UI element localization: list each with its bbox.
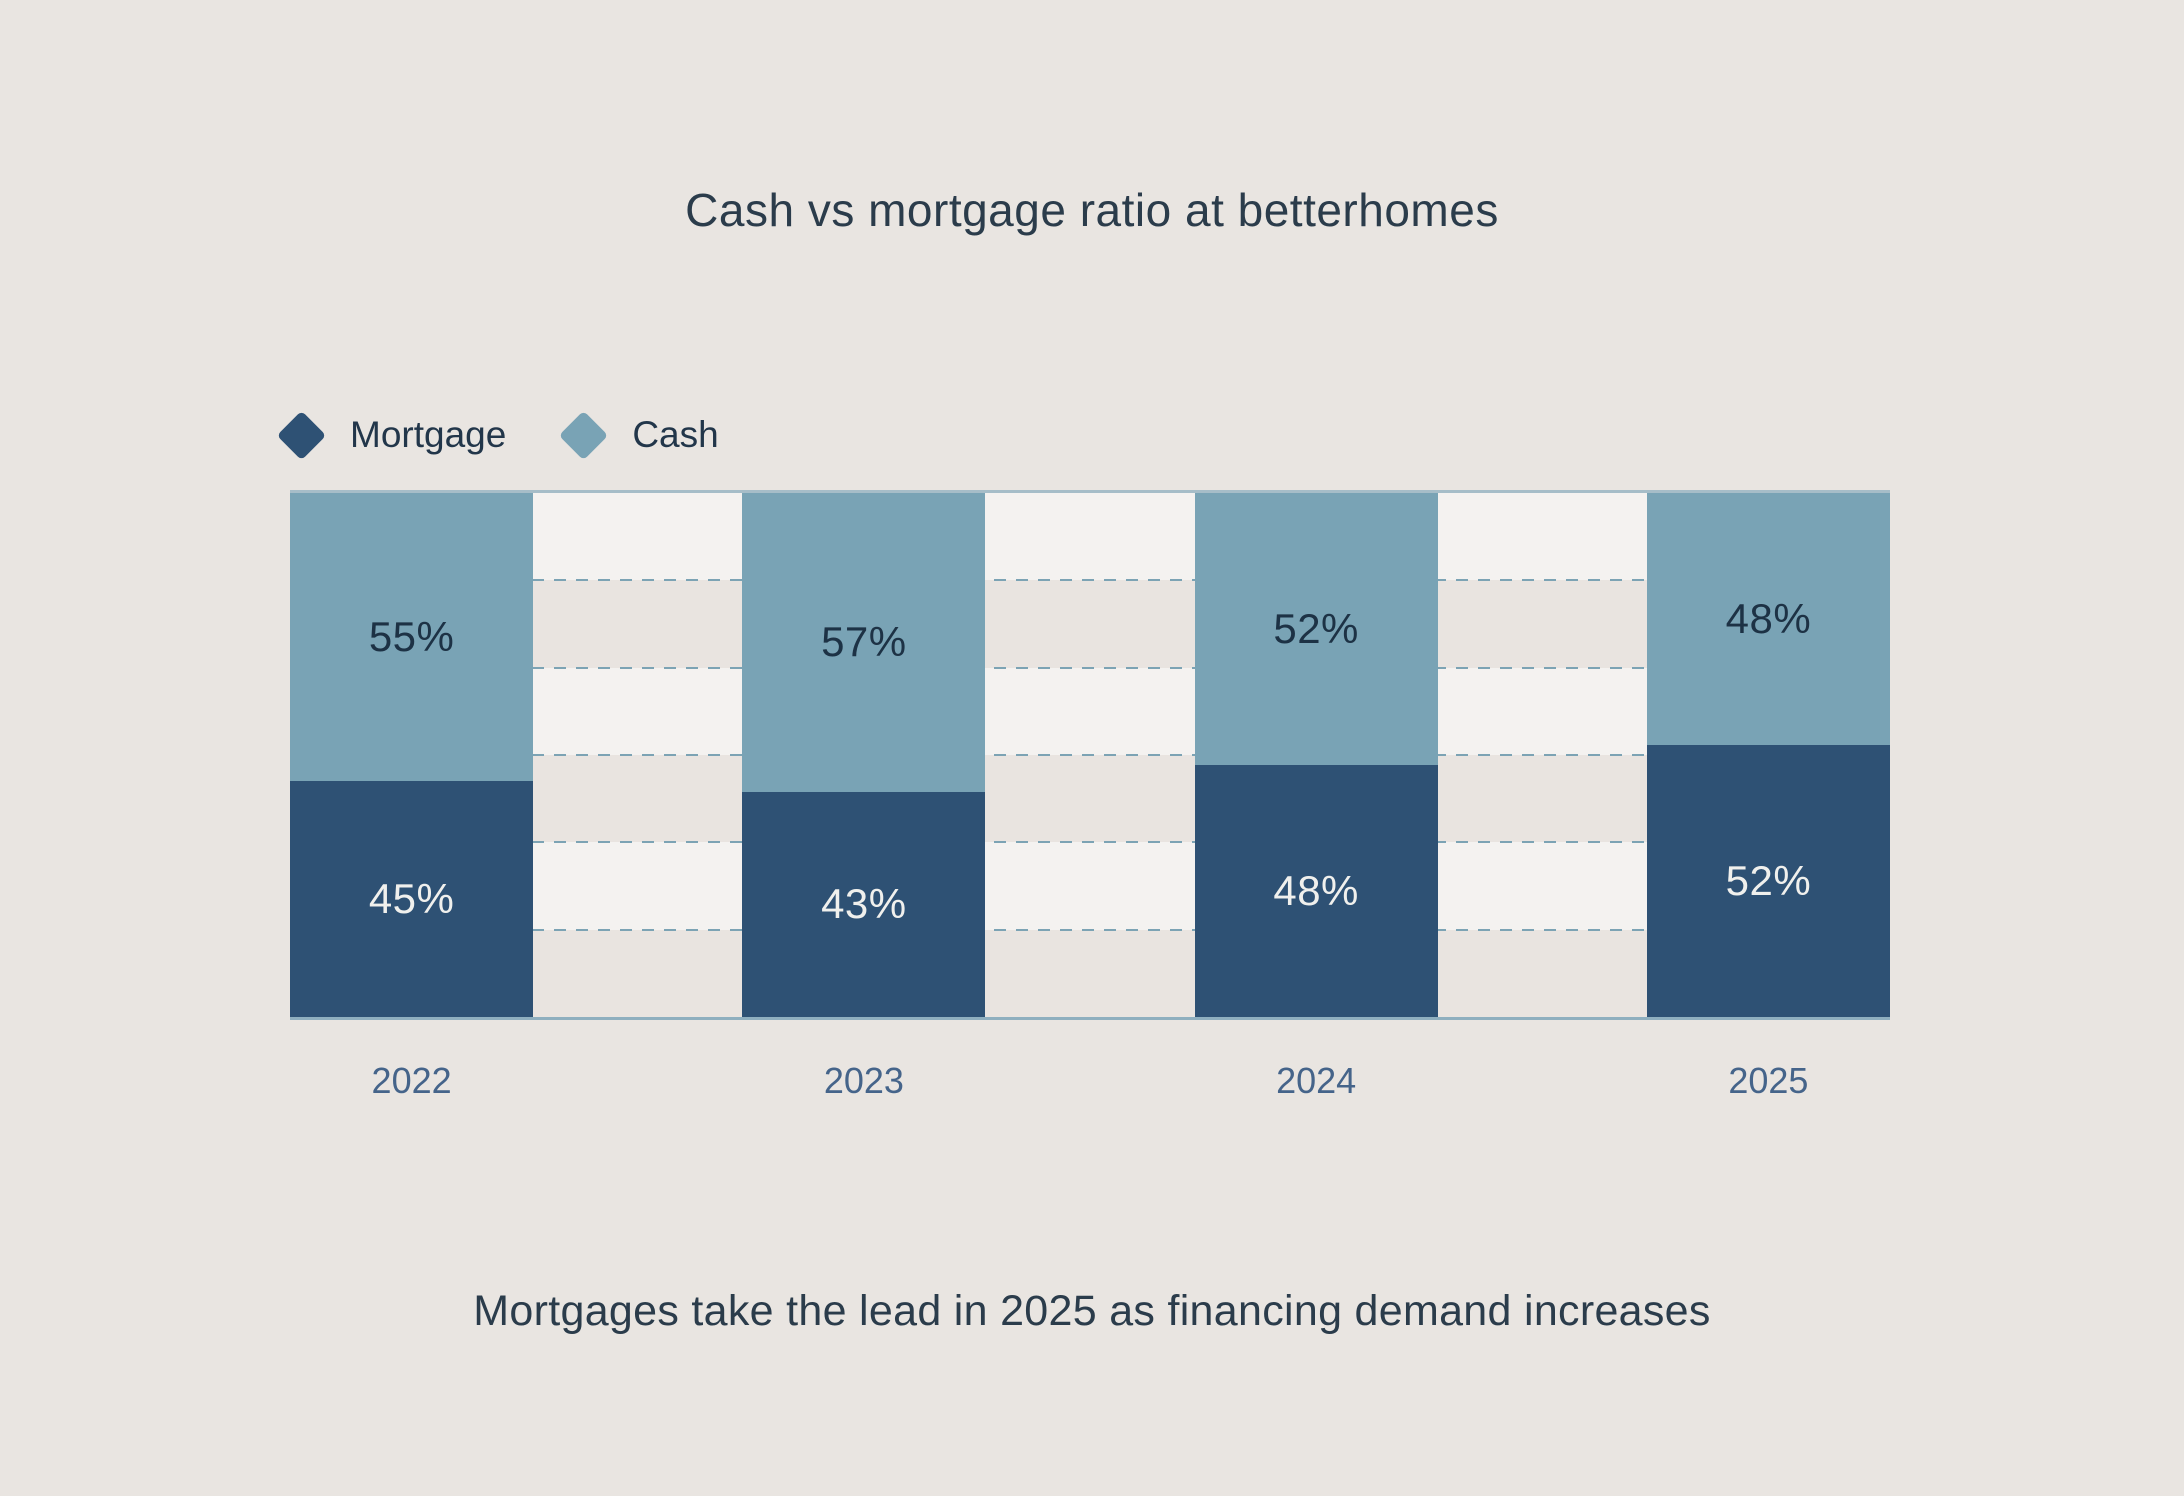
plot-baseline [290, 1017, 1890, 1020]
background-band [290, 929, 1890, 1017]
mortgage-diamond-icon [276, 410, 326, 460]
legend-item-cash: Cash [558, 410, 719, 460]
background-band [290, 493, 1890, 581]
dashed-gridline [290, 754, 1890, 756]
cash-value-label: 52% [1273, 605, 1359, 653]
mortgage-value-label: 48% [1273, 867, 1359, 915]
x-axis-label-2025: 2025 [1728, 1060, 1809, 1101]
dashed-gridline [290, 841, 1890, 844]
background-band [290, 667, 1890, 755]
x-axis-label-2022: 2022 [371, 1060, 452, 1101]
bar-2024: 52% 48% [1194, 493, 1438, 1017]
bar-2023: 57% 43% [742, 493, 986, 1017]
legend-item-mortgage: Mortgage [276, 410, 506, 460]
chart-plot-area: 55% 45% 57% 43% 52% 48% 48% 52% [290, 490, 1890, 1020]
background-band [290, 754, 1890, 843]
cash-segment-2025: 48% [1646, 493, 1890, 745]
plot-top-border [290, 490, 1890, 493]
x-axis-label-2023: 2023 [823, 1060, 904, 1101]
legend-label-cash: Cash [632, 414, 719, 455]
cash-segment-2024: 52% [1194, 493, 1438, 766]
mortgage-value-label: 52% [1725, 856, 1812, 904]
mortgage-value-label: 43% [821, 880, 907, 928]
dashed-gridline [290, 666, 1890, 669]
cash-value-label: 57% [821, 618, 907, 666]
cash-segment-2023: 57% [742, 493, 986, 792]
chart-title: Cash vs mortgage ratio at betterhomes [685, 184, 1499, 236]
bar-2022: 55% 45% [290, 493, 534, 1017]
mortgage-segment-2022: 45% [290, 781, 534, 1017]
mortgage-segment-2024: 48% [1194, 765, 1438, 1017]
bar-columns: 55% 45% 57% 43% 52% 48% 48% 52% [290, 493, 1890, 1017]
dashed-gridline [290, 579, 1890, 582]
cash-diamond-icon [558, 410, 609, 460]
cash-segment-2022: 55% [290, 493, 534, 782]
mortgage-segment-2023: 43% [742, 791, 986, 1017]
x-axis-label-2024: 2024 [1276, 1060, 1357, 1101]
background-band [290, 580, 1890, 668]
dashed-gridline [290, 928, 1890, 931]
mortgage-value-label: 45% [368, 875, 455, 923]
mortgage-segment-2025: 52% [1646, 744, 1890, 1017]
legend: Mortgage Cash [276, 404, 719, 466]
chart-caption: Mortgages take the lead in 2025 as finan… [473, 1287, 1711, 1335]
legend-label-mortgage: Mortgage [350, 414, 507, 455]
cash-value-label: 55% [368, 613, 455, 661]
plot-background-stripes [290, 493, 1890, 1017]
x-axis-labels: 2022 2023 2024 2025 [290, 1060, 1890, 1102]
cash-value-label: 48% [1725, 594, 1812, 642]
bar-2025: 48% 52% [1646, 493, 1890, 1017]
background-band [290, 842, 1890, 930]
